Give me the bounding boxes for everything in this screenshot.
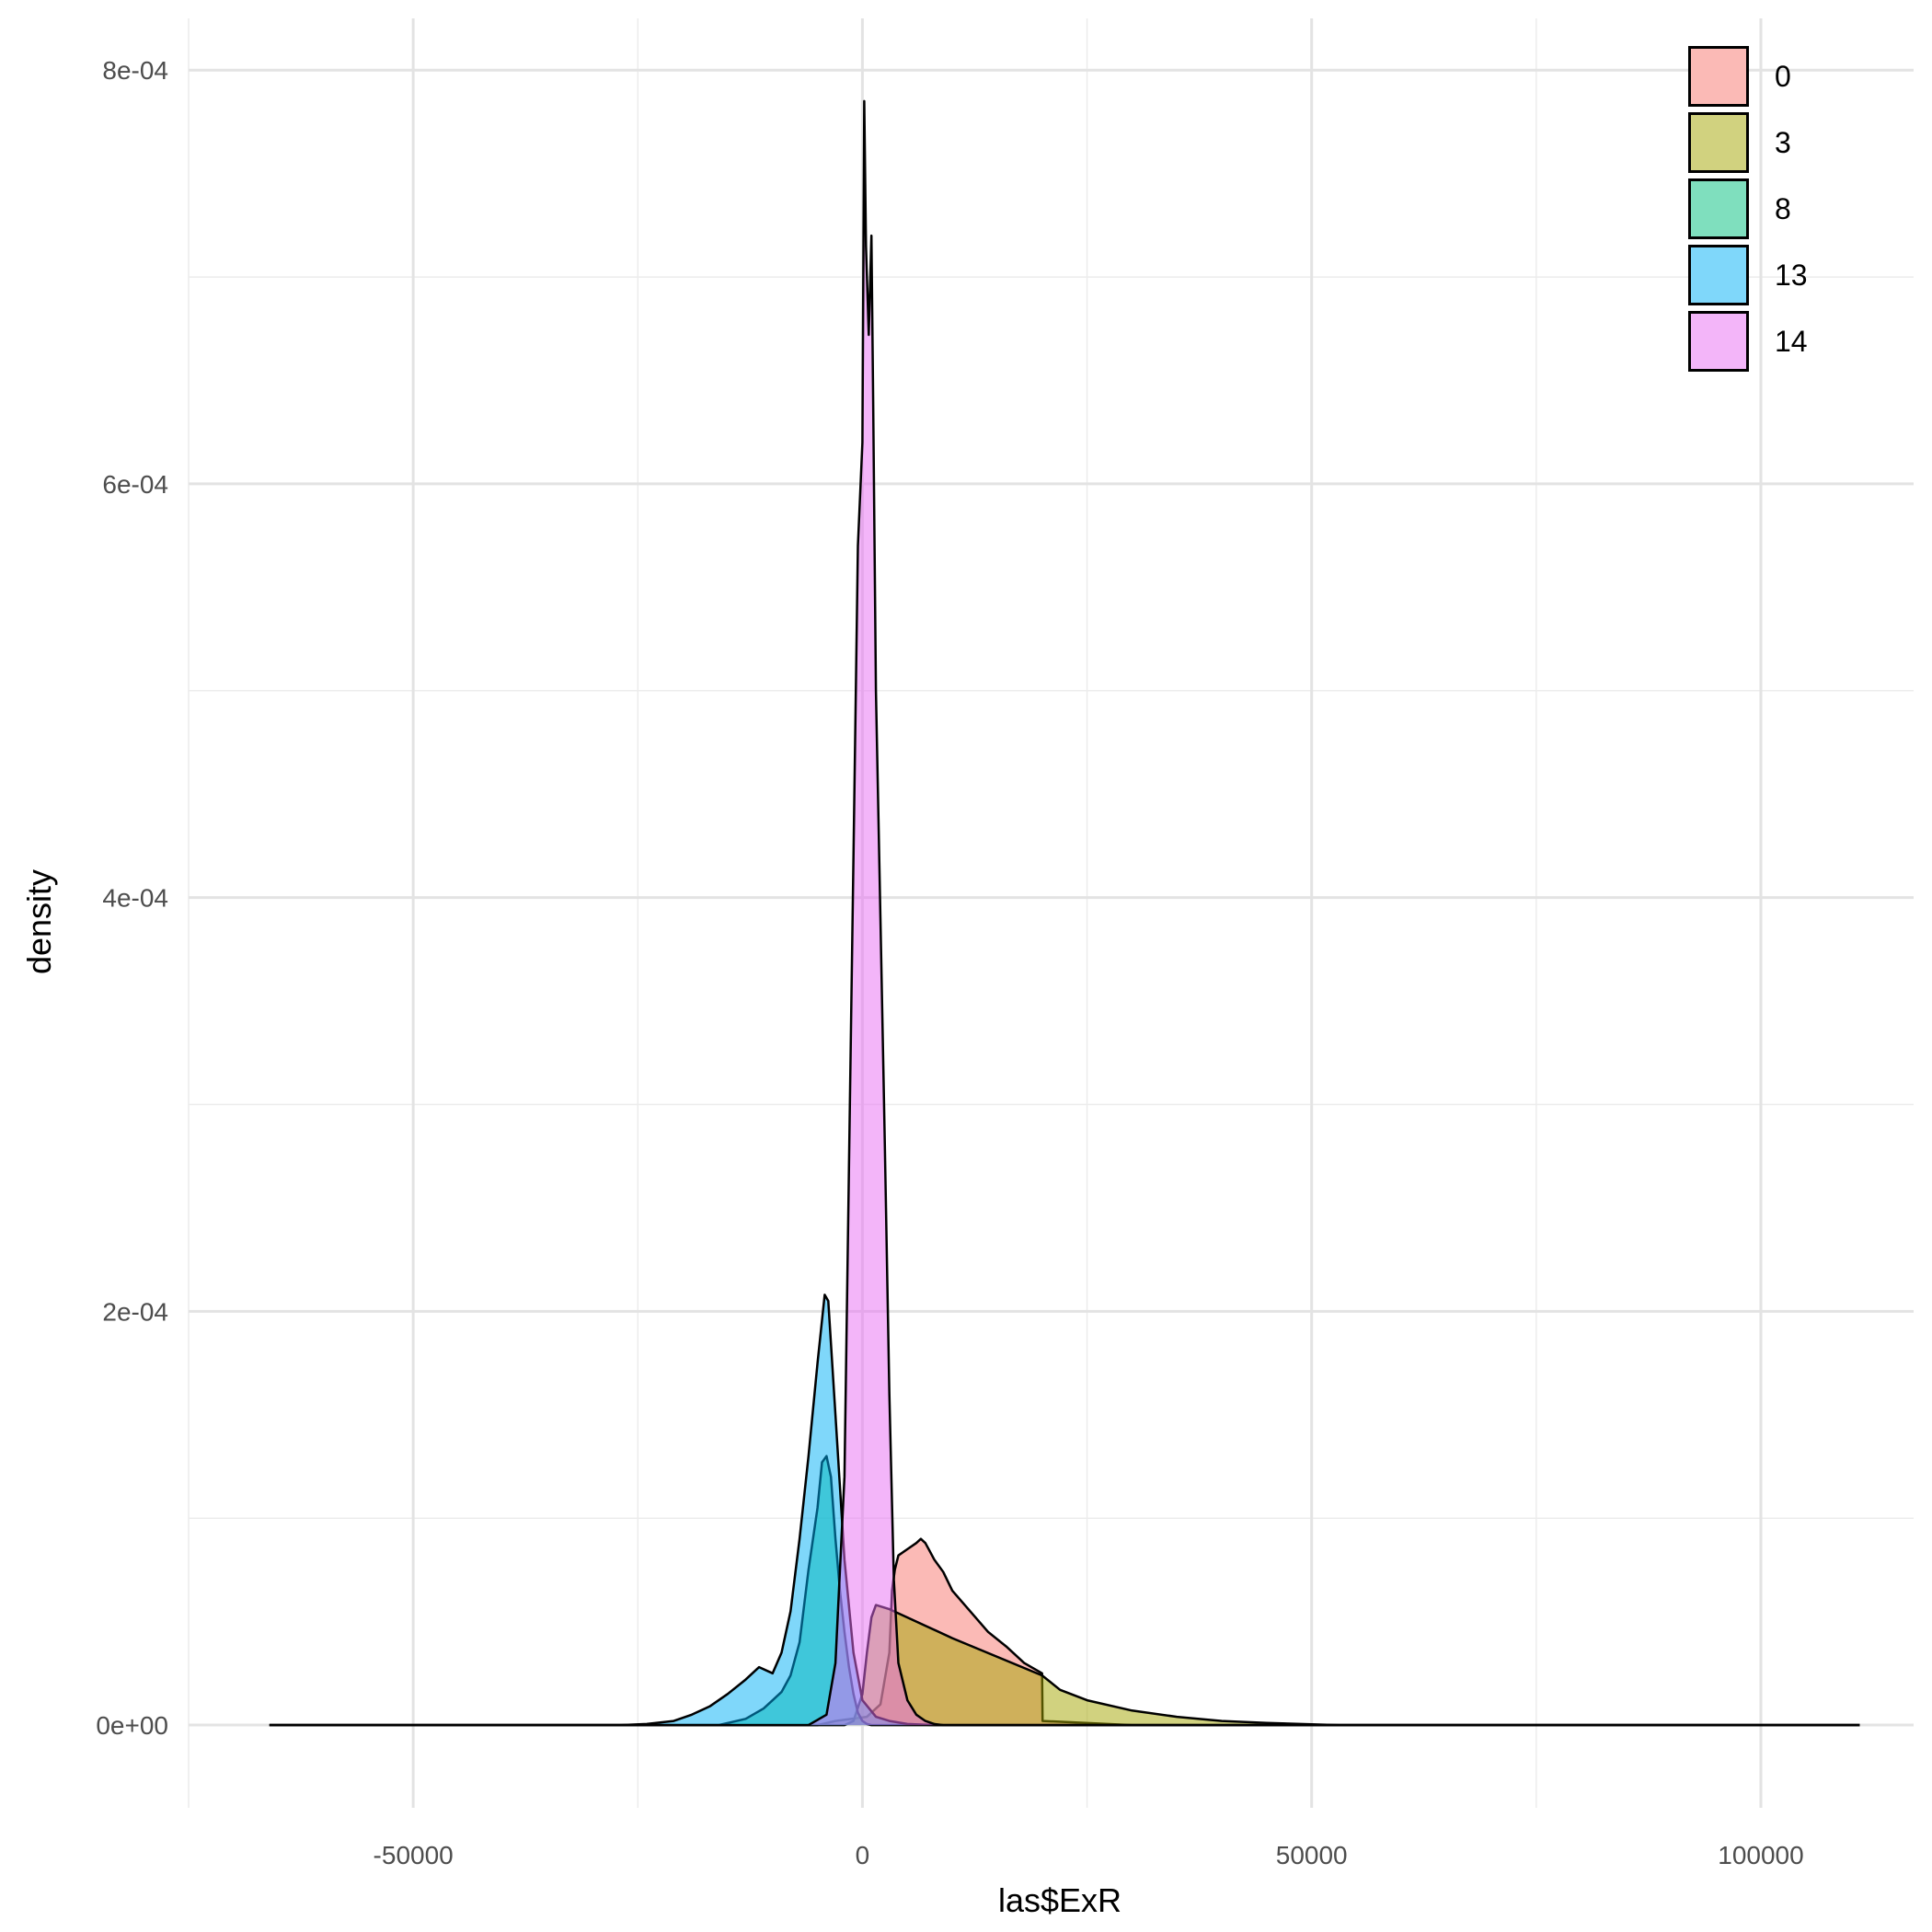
x-tick-label: 0 xyxy=(856,1841,870,1869)
legend-label-13: 13 xyxy=(1775,259,1808,292)
legend-label-8: 8 xyxy=(1775,192,1791,225)
x-axis-tick-labels: -50000 0 50000 100000 xyxy=(374,1841,1804,1869)
legend-key-3 xyxy=(1688,112,1749,173)
density-area-13 xyxy=(269,1294,1860,1726)
legend: 0 3 8 13 14 xyxy=(1688,46,1808,372)
x-axis-title: las$ExR xyxy=(998,1881,1121,1919)
legend-key-0 xyxy=(1688,46,1749,107)
y-tick-label: 8e-04 xyxy=(102,56,168,85)
density-outline-13 xyxy=(269,1294,1860,1727)
legend-label-3: 3 xyxy=(1775,126,1791,159)
y-tick-label: 0e+00 xyxy=(96,1711,168,1740)
x-tick-label: -50000 xyxy=(374,1841,454,1869)
density-area-8 xyxy=(269,1455,1860,1726)
legend-key-8 xyxy=(1688,178,1749,239)
density-area-3 xyxy=(269,1604,1860,1726)
density-outline-8 xyxy=(269,1455,1860,1727)
y-tick-label: 6e-04 xyxy=(102,470,168,499)
y-axis-tick-labels: 0e+00 2e-04 4e-04 6e-04 8e-04 xyxy=(96,56,168,1740)
legend-label-14: 14 xyxy=(1775,325,1808,358)
x-tick-label: 100000 xyxy=(1718,1841,1803,1869)
y-tick-label: 4e-04 xyxy=(102,884,168,913)
major-gridlines xyxy=(189,18,1914,1808)
density-outline-14 xyxy=(269,99,1860,1727)
legend-key-13 xyxy=(1688,245,1749,305)
legend-key-14 xyxy=(1688,311,1749,372)
density-areas xyxy=(269,99,1860,1727)
y-tick-label: 2e-04 xyxy=(102,1297,168,1326)
x-tick-label: 50000 xyxy=(1276,1841,1348,1869)
density-area-14 xyxy=(269,100,1860,1726)
y-axis-title: density xyxy=(20,869,58,974)
legend-label-0: 0 xyxy=(1775,60,1791,93)
minor-gridlines xyxy=(188,18,1914,1808)
